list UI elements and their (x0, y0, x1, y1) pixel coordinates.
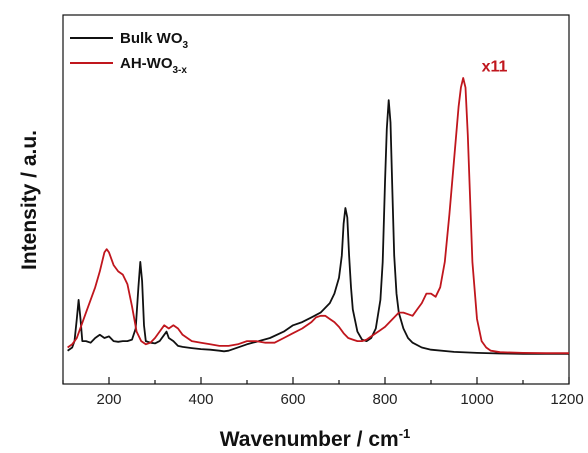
x-tick-label: 600 (280, 391, 305, 408)
legend: Bulk WO3 AH-WO3-x (70, 30, 189, 76)
legend-label-ah: AH-WO3-x (120, 55, 187, 76)
x-tick-label: 1000 (460, 391, 493, 408)
x-tick-label: 400 (188, 391, 213, 408)
series-line-bulk-wo3 (67, 99, 569, 355)
annotation-x11: x11 (482, 59, 508, 76)
x-ticks: 200 400 600 800 1000 1200 (62, 377, 584, 408)
x-tick-label: 200 (96, 391, 121, 408)
series-lines (67, 77, 569, 355)
legend-label-bulk: Bulk WO3 (120, 30, 189, 51)
x-tick-label: 800 (372, 391, 397, 408)
series-line-ah-wo3-x (67, 77, 569, 355)
x-tick-label: 1200 (550, 391, 583, 408)
y-axis-label: Intensity / a.u. (18, 130, 41, 270)
x-axis-label: Wavenumber / cm-1 (220, 426, 411, 451)
plot-frame (62, 14, 570, 385)
